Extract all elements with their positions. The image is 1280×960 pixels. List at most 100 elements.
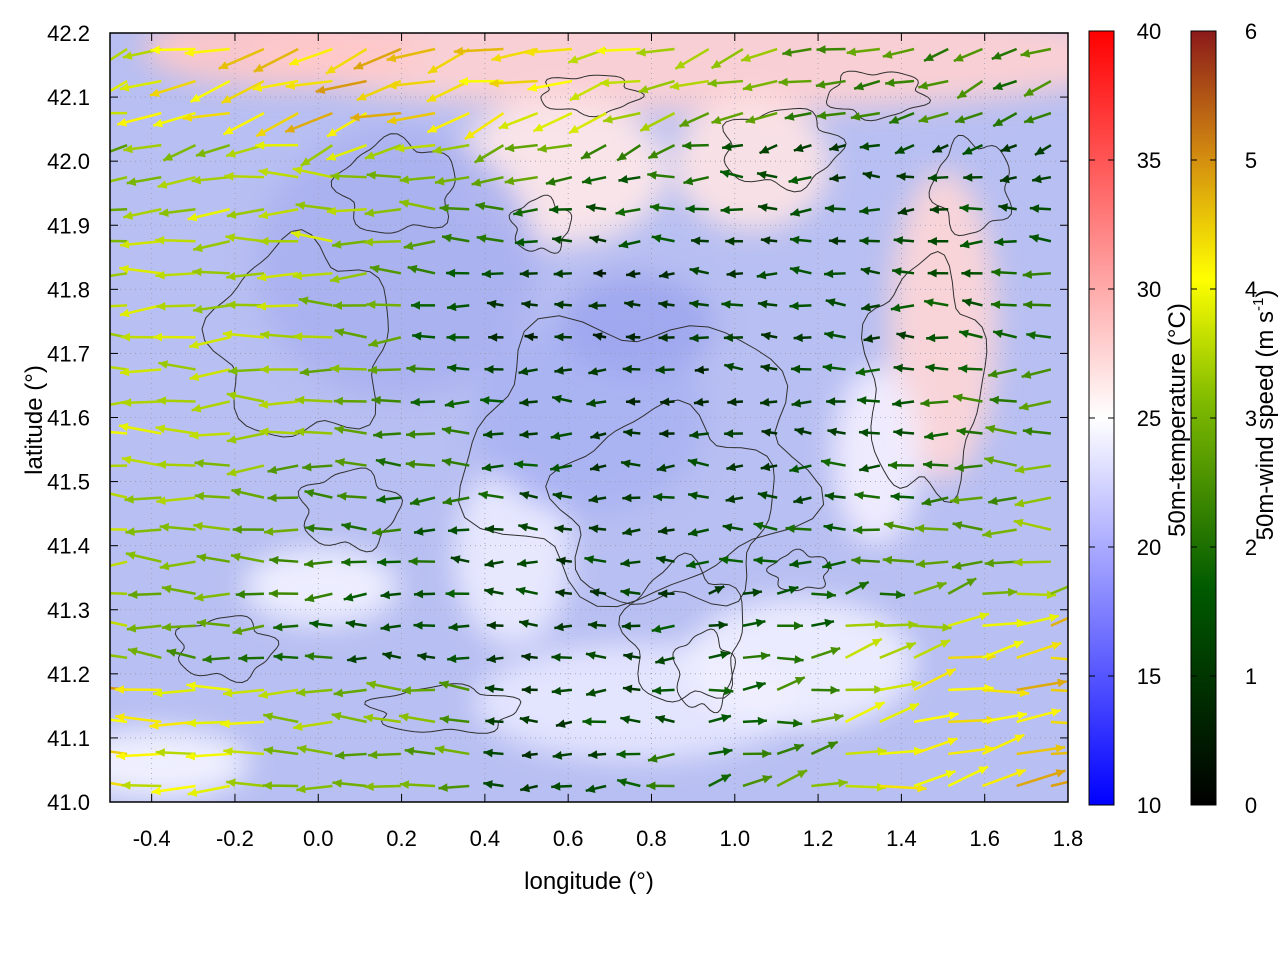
wind-arrow — [926, 333, 949, 343]
wind-arrow — [412, 331, 436, 341]
wind-arrow — [364, 782, 401, 791]
wind-arrow — [915, 559, 949, 569]
wind-arrow — [687, 458, 710, 467]
wind-arrow — [484, 559, 504, 568]
wind-arrow — [226, 208, 265, 219]
wind-arrow — [299, 367, 333, 377]
wind-arrow — [913, 638, 951, 659]
y-tick-label: 42.0 — [47, 149, 90, 174]
wind-arrow — [519, 783, 538, 793]
wind-arrow — [816, 111, 846, 120]
wind-arrow — [582, 717, 607, 726]
wind-arrow — [726, 462, 744, 472]
wind-arrow — [954, 111, 983, 124]
wind-arrow — [708, 686, 734, 696]
wind-arrow — [225, 233, 265, 243]
wind-arrow — [551, 653, 572, 662]
wind-arrow — [225, 143, 265, 158]
wind-arrow — [1016, 708, 1062, 724]
wind-arrow — [615, 207, 641, 217]
wind-arrow — [325, 143, 368, 161]
wind-arrow — [426, 79, 470, 103]
wind-arrow — [858, 463, 881, 473]
wind-arrow — [450, 555, 470, 564]
wind-arrow — [639, 111, 676, 132]
wind-arrow — [155, 236, 196, 245]
wind-arrow — [816, 45, 846, 54]
contour-line — [201, 229, 389, 438]
wind-arrow — [655, 555, 675, 564]
wind-arrow — [962, 144, 983, 156]
wind-arrow — [110, 750, 128, 756]
wind-arrow — [785, 524, 812, 533]
wind-arrow — [693, 397, 709, 407]
wind-arrow — [366, 300, 401, 309]
colorbar-tick-label: 5 — [1245, 148, 1257, 173]
wind-arrow — [333, 396, 367, 406]
wind-arrow — [363, 237, 401, 247]
wind-arrow — [854, 491, 880, 500]
wind-arrow — [851, 556, 880, 565]
wind-arrow — [514, 237, 538, 247]
wind-arrow — [119, 304, 162, 318]
wind-arrow — [1022, 270, 1051, 279]
wind-arrow — [857, 396, 880, 405]
wind-arrow — [658, 300, 675, 309]
wind-arrow — [821, 560, 846, 570]
wind-arrow — [110, 528, 128, 531]
wind-arrow — [1014, 496, 1052, 508]
wind-arrow — [475, 201, 504, 211]
wind-arrow — [238, 653, 264, 663]
wind-arrow — [230, 552, 265, 563]
wind-arrow — [1050, 688, 1068, 693]
wind-arrow — [1013, 557, 1051, 567]
wind-arrow — [1050, 751, 1068, 756]
wind-arrow — [333, 688, 367, 698]
wind-arrow — [879, 620, 918, 630]
wind-arrow — [346, 654, 367, 664]
wind-arrow — [184, 47, 230, 57]
wind-arrow — [262, 781, 299, 790]
wind-arrow — [959, 203, 983, 213]
wind-arrow — [656, 463, 675, 472]
wind-arrow — [897, 206, 915, 216]
wind-arrow — [669, 79, 709, 91]
wind-arrow — [407, 264, 436, 275]
wind-arrow — [476, 234, 504, 243]
wind-arrow — [413, 527, 436, 536]
wind-arrow — [296, 784, 333, 794]
wind-arrow — [760, 462, 778, 472]
wind-arrow — [984, 558, 1017, 568]
wind-arrow — [959, 239, 983, 249]
wind-arrow — [625, 397, 641, 406]
wind-arrow — [188, 336, 231, 349]
wind-arrow — [756, 170, 778, 180]
wind-arrow — [825, 298, 846, 307]
wind-arrow — [720, 205, 744, 215]
wind-arrow — [1016, 769, 1066, 788]
colorbar-tick-label: 35 — [1137, 148, 1161, 173]
wind-arrow — [231, 487, 265, 499]
wind-arrow — [127, 647, 162, 660]
wind-arrow — [218, 47, 265, 70]
wind-arrow — [295, 395, 333, 405]
wind-arrow — [556, 556, 573, 566]
wind-arrow — [263, 746, 299, 756]
wind-arrow — [992, 112, 1018, 128]
wind-arrow — [403, 240, 436, 250]
wind-arrow — [1029, 204, 1051, 213]
wind-arrow — [859, 206, 880, 215]
wind-arrow — [284, 111, 333, 134]
wind-arrow — [161, 584, 196, 595]
wind-arrow — [914, 524, 949, 533]
wind-arrow — [589, 463, 607, 472]
wind-arrow — [363, 713, 401, 724]
wind-arrow — [304, 489, 333, 499]
colorbar-tick-label: 3 — [1245, 406, 1257, 431]
wind-arrow — [110, 365, 128, 371]
wind-arrow — [220, 719, 265, 729]
wind-arrow — [399, 780, 436, 789]
wind-arrow — [366, 680, 402, 692]
x-tick-label: 0.0 — [303, 826, 334, 851]
wind-arrow — [269, 555, 299, 565]
